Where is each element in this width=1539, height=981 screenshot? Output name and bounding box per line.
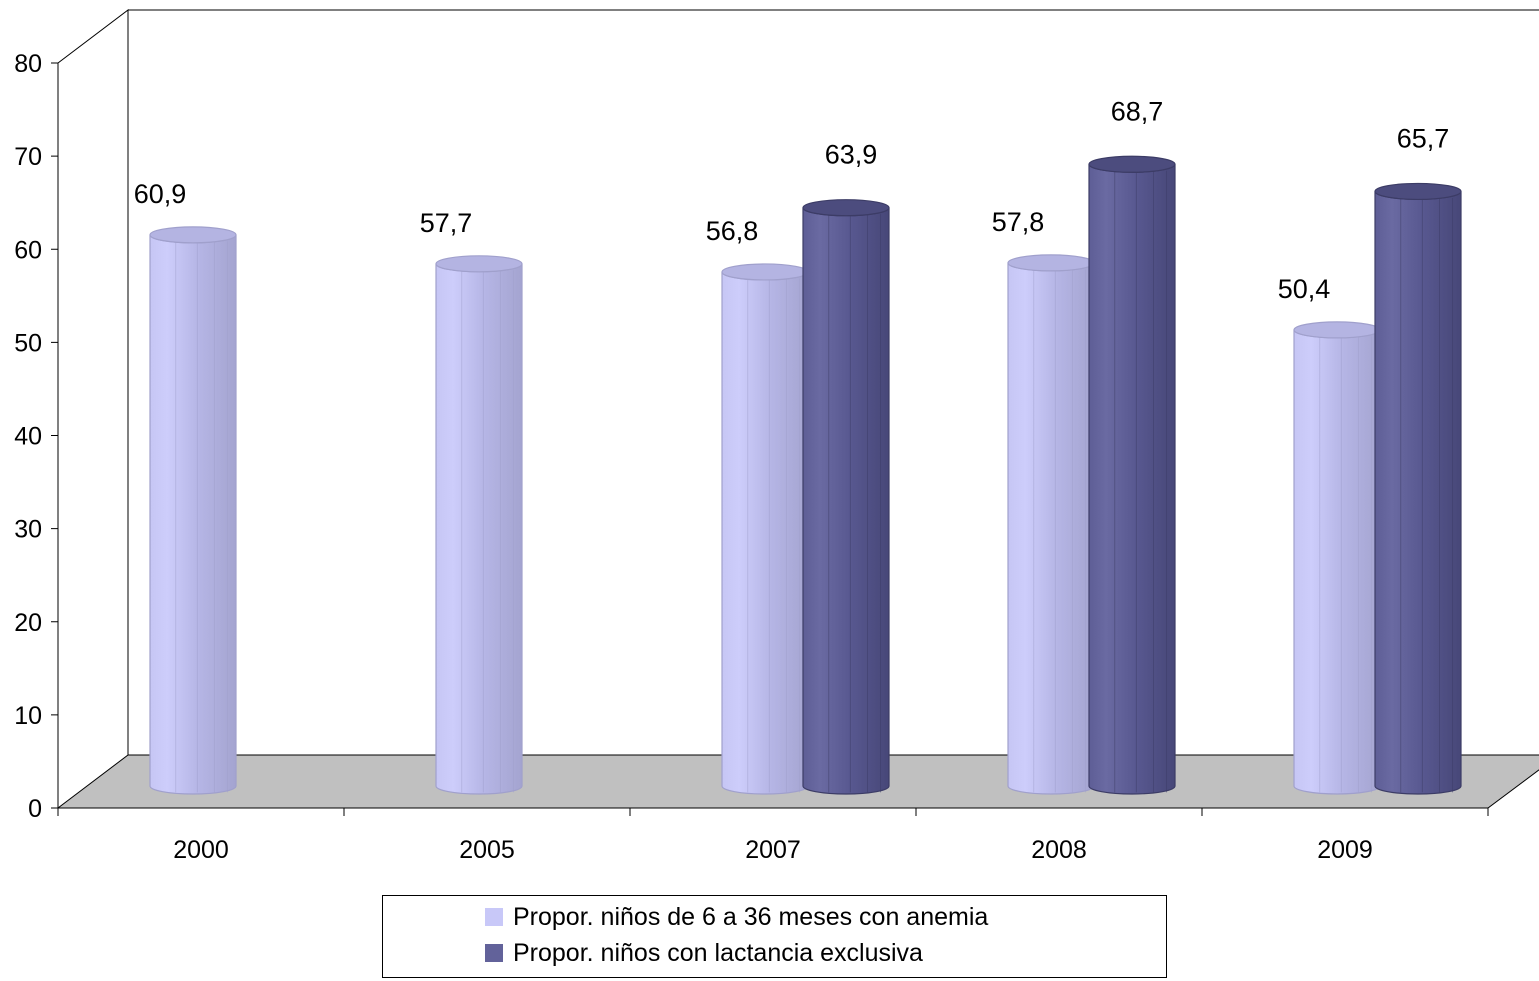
back-wall [128,9,1539,11]
x-tick-label: 2009 [1317,836,1373,864]
bar-top [1293,321,1381,339]
data-label: 68,7 [1111,96,1164,126]
bar-anemia-2005 [435,263,523,795]
y-tick-label: 30 [14,516,42,544]
bar-lactancia-2008 [1374,191,1462,795]
data-labels: 60,957,756,857,850,463,968,765,769,9 [134,96,1450,304]
y-axis: 0 10 20 30 40 50 60 70 80 [14,50,58,823]
bar-top [149,226,237,244]
legend-item-anemia: Propor. niños de 6 a 36 meses con anemia [485,902,988,932]
x-tick-label: 2005 [459,836,515,864]
y-tick-label: 20 [14,609,42,637]
bar-lactancia-2007 [1088,164,1176,795]
bar-top [1088,155,1176,173]
bars [149,155,1462,795]
data-label: 65,7 [1397,123,1450,153]
bar-top [802,199,890,217]
bar-top [435,255,523,273]
legend-label-lactancia: Propor. niños con lactancia exclusiva [513,938,923,967]
data-label: 60,9 [134,179,187,209]
bar-top [1374,182,1462,201]
y-tick-label: 10 [14,702,42,730]
x-axis: 2000 2005 2007 2008 2009 [57,808,1489,864]
bar-top [1007,254,1095,272]
bar-chart: 0 10 20 30 40 50 60 70 80 2000 2005 2007 2008 2009 6… [14,8,1539,864]
legend-swatch-anemia [485,908,503,926]
legend: Propor. niños de 6 a 36 meses con anemia… [382,895,1167,978]
data-label: 50,4 [1278,274,1331,304]
y-tick-label: 0 [28,795,42,823]
legend-label-anemia: Propor. niños de 6 a 36 meses con anemia [513,902,989,931]
bar-anemia-2007 [721,271,809,795]
y-tick-label: 50 [14,329,42,357]
x-tick-label: 2000 [173,836,229,864]
data-label: 57,7 [420,208,473,238]
bar-lactancia-2005 [802,207,890,795]
data-label: 63,9 [825,140,878,170]
legend-item-lactancia: Propor. niños con lactancia exclusiva [485,938,923,968]
y-tick-label: 80 [14,50,42,78]
y-tick-label: 70 [14,143,42,171]
bar-anemia-2008 [1007,262,1095,795]
bar-anemia-2000 [149,234,237,795]
y-tick-label: 40 [14,423,42,451]
data-label: 56,8 [706,216,759,246]
bar-anemia-2009 [1293,329,1381,795]
side-wall [57,8,129,808]
legend-swatch-lactancia [485,944,503,962]
bar-top [721,263,809,281]
data-label: 57,8 [992,207,1045,237]
x-tick-label: 2007 [745,836,801,864]
y-tick-label: 60 [14,236,42,264]
x-tick-label: 2008 [1031,836,1087,864]
